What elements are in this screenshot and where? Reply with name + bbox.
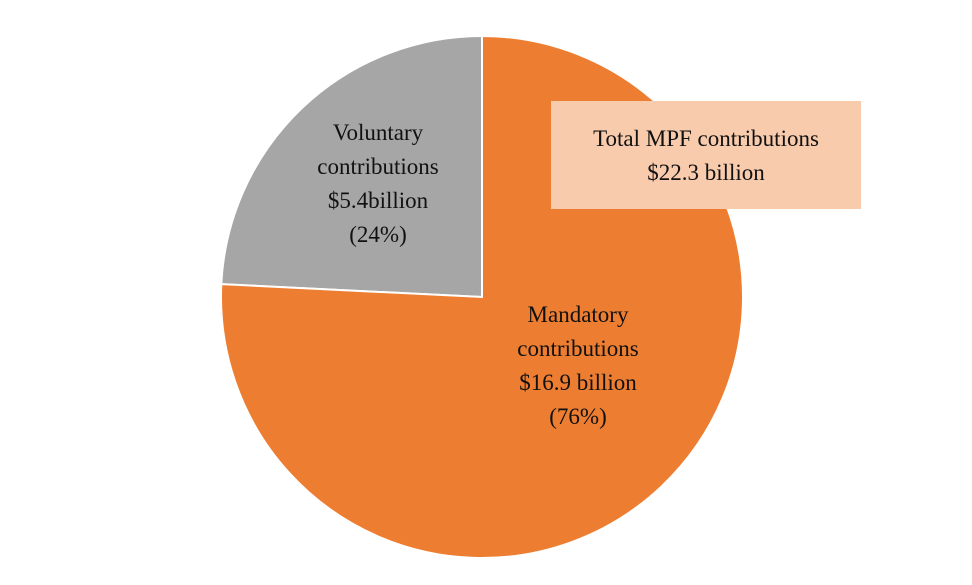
mandatory-slice-label: Mandatory contributions $16.9 billion (7… (517, 298, 638, 434)
total-callout-line-1: Total MPF contributions (593, 126, 819, 151)
voluntary-label-line-2: contributions (317, 154, 439, 179)
mandatory-label-line-2: contributions (517, 336, 639, 361)
voluntary-label-line-4: (24%) (349, 222, 407, 247)
voluntary-label-line-1: Voluntary (332, 120, 424, 145)
total-callout-line-2: $22.3 billion (647, 160, 765, 185)
pie-slice-voluntary (220, 34, 483, 299)
voluntary-slice-label: Voluntary contributions $5.4billion (24%… (317, 116, 438, 252)
mandatory-label-line-4: (76%) (549, 404, 607, 429)
mandatory-label-line-3: $16.9 billion (519, 370, 637, 395)
voluntary-label-line-3: $5.4billion (327, 188, 429, 213)
total-contributions-callout: Total MPF contributions $22.3 billion (551, 101, 861, 209)
mandatory-label-line-1: Mandatory (527, 302, 629, 327)
